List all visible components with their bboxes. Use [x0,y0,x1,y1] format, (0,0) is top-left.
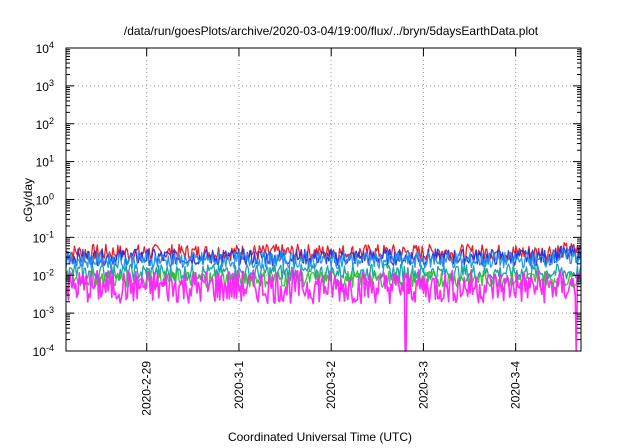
grid [66,48,581,351]
y-tick-exponent: -2 [46,267,54,277]
y-tick-label: 104 [36,40,54,56]
y-tick-label: 101 [36,154,54,170]
x-tick-label: 2020-3-2 [324,361,338,409]
y-axis-label: cGy/day [21,178,35,222]
x-tick-label: 2020-3-3 [416,361,430,409]
y-tick-exponent: -1 [46,229,54,239]
series-line [65,263,582,282]
y-tick-exponent: -4 [46,343,54,353]
series-line [65,268,582,352]
chart-title: /data/run/goesPlots/archive/2020-03-04/1… [124,24,539,38]
y-tick-exponent: 0 [49,192,54,202]
y-tick-label: 10-3 [33,305,54,321]
x-tick-label: 2020-3-1 [232,361,246,409]
series-line [65,245,582,267]
y-tick-exponent: 4 [49,40,54,50]
x-axis: 2020-2-29 2020-3-1 2020-3-2 2020-3-3 2020-3-… [140,48,523,416]
plot-area [65,242,582,352]
y-tick-label: 102 [36,116,54,132]
x-tick-label: 2020-3-4 [509,361,523,409]
y-tick-exponent: 2 [49,116,54,126]
y-tick-label: 10-4 [33,343,54,359]
y-tick-exponent: -3 [46,305,54,315]
y-tick-exponent: 3 [49,78,54,88]
plot-frame [65,47,582,352]
y-tick-label: 100 [36,192,54,208]
series-line [65,248,582,270]
y-tick-label: 103 [36,78,54,94]
x-axis-label: Coordinated Universal Time (UTC) [228,430,412,444]
y-tick-exponent: 1 [49,154,54,164]
y-tick-label: 10-2 [33,267,54,283]
x-tick-label: 2020-2-29 [140,361,154,416]
y-tick-label: 10-1 [33,229,54,245]
